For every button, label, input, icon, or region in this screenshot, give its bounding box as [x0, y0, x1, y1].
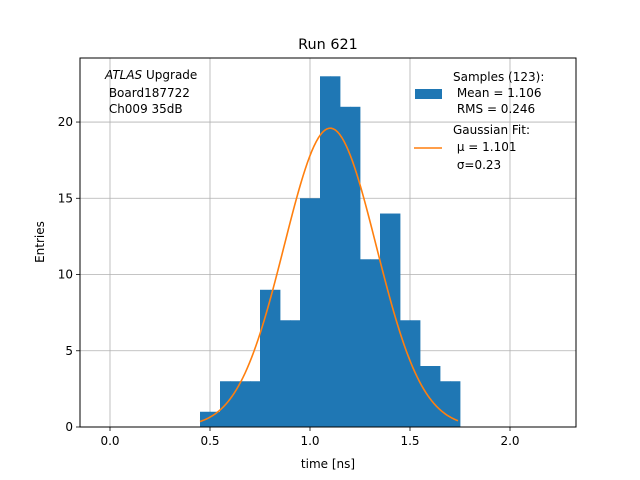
histogram-bar-13: [330, 76, 341, 428]
histogram-bar-16: [360, 259, 371, 427]
histogram-bar-3: [230, 381, 241, 427]
histogram-bar-8: [280, 320, 291, 427]
histogram-bars: [200, 76, 461, 428]
x-tick-label-3: 1.5: [400, 434, 419, 448]
histogram-bar-22: [420, 366, 431, 427]
y-tick-label-2: 10: [58, 268, 73, 282]
x-tick-label-0: 0.0: [100, 434, 119, 448]
annotation-line-1: ATLAS Upgrade: [104, 68, 197, 82]
x-axis-label: time [ns]: [301, 457, 355, 471]
histogram-bar-4: [240, 381, 251, 427]
histogram-bar-14: [340, 106, 351, 427]
histogram-bar-18: [380, 213, 391, 427]
plot-frame: [79, 57, 577, 428]
y-tick-label-0: 0: [65, 420, 73, 434]
x-tick-label-1: 0.5: [200, 434, 219, 448]
chart-title: Run 621: [298, 37, 358, 53]
histogram-bar-10: [300, 198, 311, 427]
atlas-annotation: ATLAS Upgrade Board187722 Ch009 35dB: [104, 68, 197, 116]
legend: Samples (123): Mean = 1.106 RMS = 0.246 …: [414, 70, 544, 172]
histogram-bar-17: [370, 259, 381, 427]
x-tick-label-4: 2.0: [500, 434, 519, 448]
histogram-bar-25: [450, 381, 461, 427]
histogram-bar-20: [400, 320, 411, 427]
legend-fit-line-2: μ = 1.101: [453, 140, 517, 154]
histogram-bar-1: [210, 411, 221, 427]
histogram-bar-9: [290, 320, 301, 427]
y-axis-label: Entries: [33, 221, 47, 263]
y-tick-label-1: 5: [65, 344, 73, 358]
x-tick-label-2: 1.0: [300, 434, 319, 448]
legend-fit-line-3: σ=0.23: [453, 158, 501, 172]
x-axis-ticks: 0.0 0.5 1.0 1.5 2.0: [100, 427, 520, 448]
histogram-bar-7: [270, 289, 281, 427]
annotation-upgrade: Upgrade: [142, 68, 197, 82]
legend-samples-line-2: Mean = 1.106: [453, 86, 542, 100]
y-tick-label-4: 20: [58, 115, 73, 129]
gaussian-fit-curve: [199, 127, 459, 423]
annotation-line-2: Board187722: [105, 86, 190, 100]
legend-samples-swatch: [415, 89, 442, 99]
y-tick-label-3: 15: [58, 191, 73, 205]
histogram-bar-24: [440, 381, 451, 427]
histogram-bar-15: [350, 106, 361, 427]
legend-fit-line-1: Gaussian Fit:: [453, 123, 530, 137]
histogram-bar-11: [310, 198, 321, 427]
annotation-atlas: ATLAS: [104, 68, 143, 82]
histogram-bar-23: [430, 366, 441, 427]
legend-samples-line-3: RMS = 0.246: [453, 102, 535, 116]
histogram-bar-5: [250, 381, 261, 427]
histogram-bar-19: [390, 213, 401, 427]
annotation-line-3: Ch009 35dB: [105, 102, 183, 116]
legend-samples-line-1: Samples (123):: [453, 70, 544, 84]
histogram-bar-6: [260, 289, 271, 427]
y-axis-ticks: 0 5 10 15 20: [58, 115, 80, 434]
histogram-bar-12: [320, 76, 331, 428]
